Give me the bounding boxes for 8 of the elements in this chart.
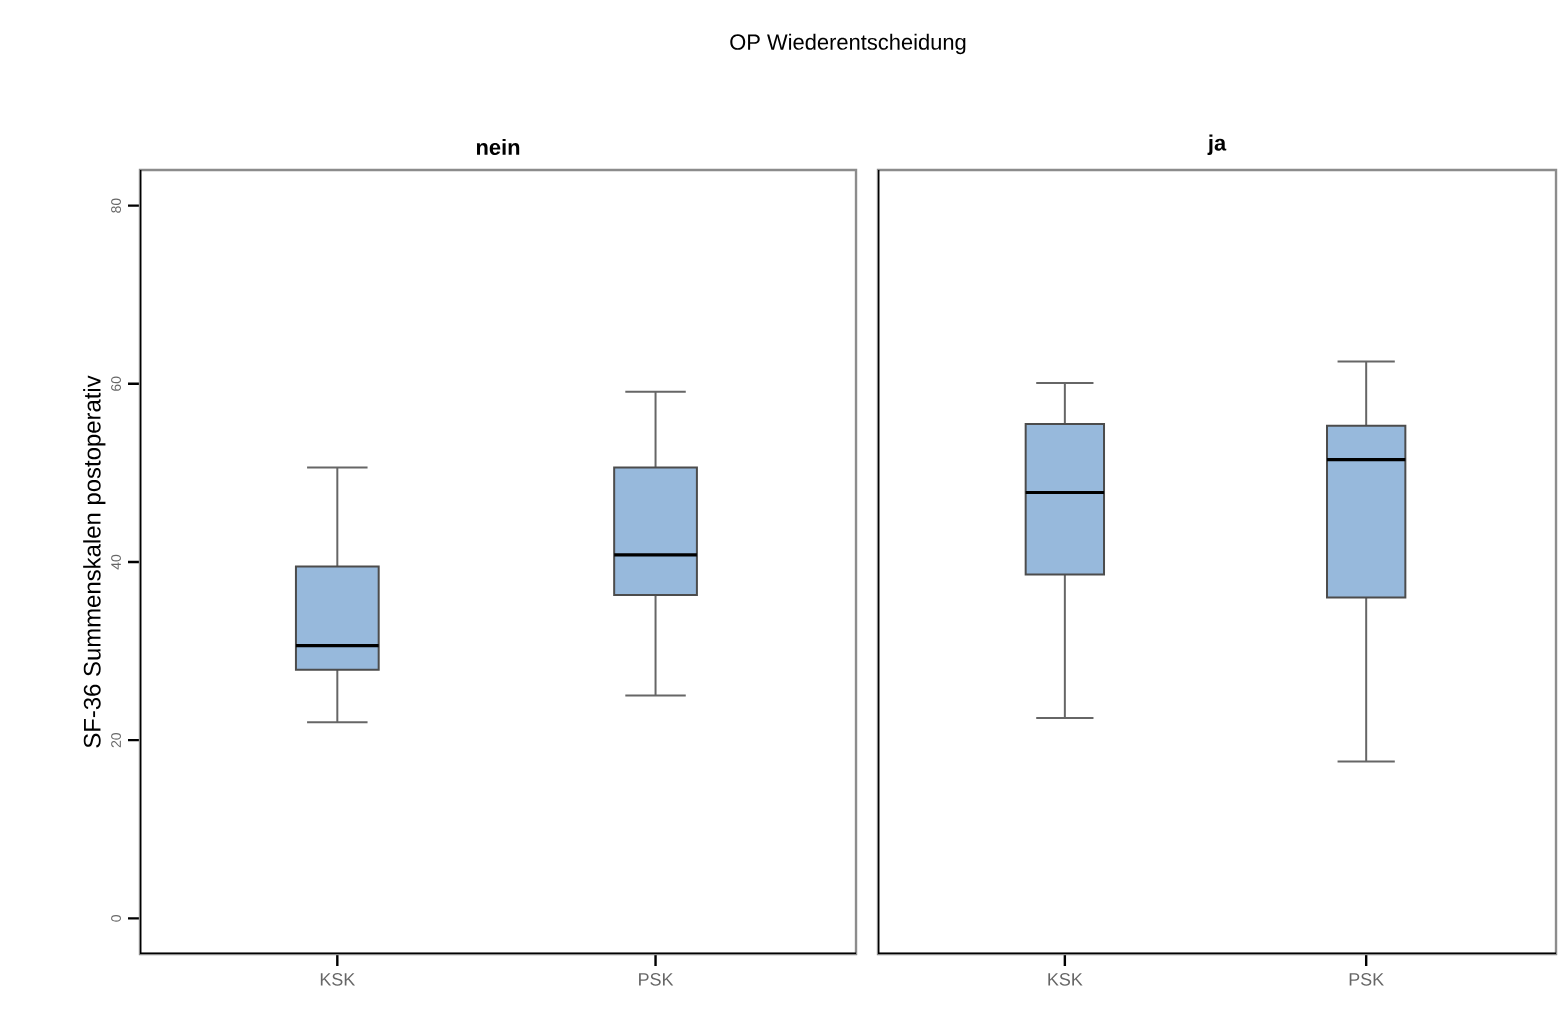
y-axis-title: SF-36 Summenskalen postoperativ (83, 375, 106, 748)
x-tick-label: PSK (1349, 973, 1384, 986)
x-tick-label: KSK (320, 973, 356, 986)
chart-title: nein (476, 138, 520, 155)
text: OP Wiederentscheidung (730, 33, 966, 55)
chart-title: ja (1207, 134, 1227, 155)
x-tick-label: PSK (639, 973, 674, 986)
x-tick-label: KSK (1048, 973, 1083, 986)
